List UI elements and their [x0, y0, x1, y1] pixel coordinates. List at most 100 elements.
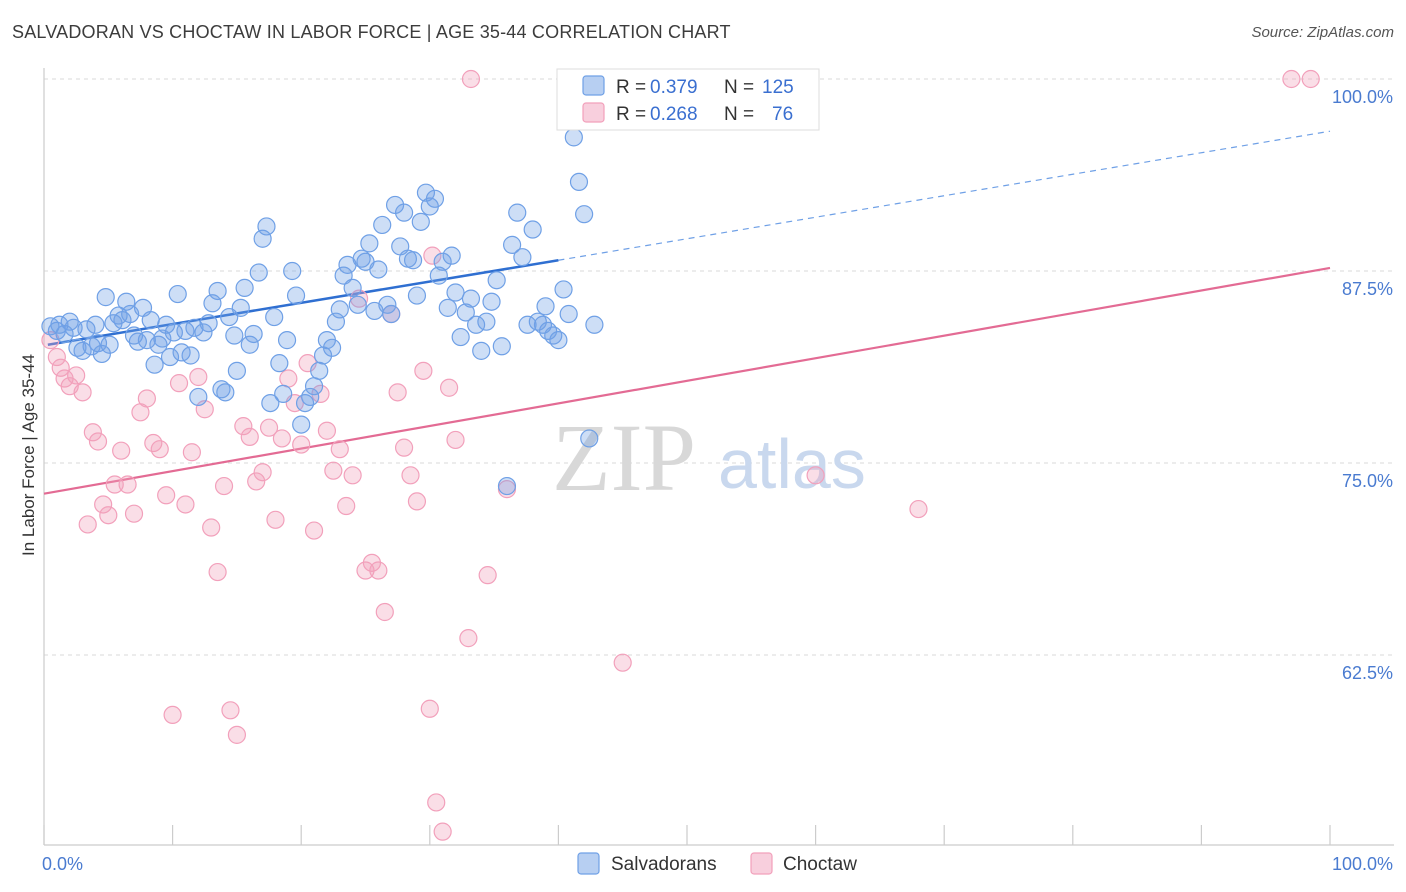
- y-tick-labels: 100.0% 87.5% 75.0% 62.5%: [1332, 87, 1393, 683]
- choctaw-point: [1301, 69, 1320, 89]
- watermark: ZIP atlas: [552, 404, 866, 511]
- salvadoran-point: [157, 315, 176, 334]
- salvadoran-point: [92, 344, 111, 364]
- choctaw-point: [214, 476, 234, 496]
- salvadoran-point: [77, 320, 96, 339]
- salvadoran-point: [231, 298, 250, 317]
- salvadoran-point: [73, 341, 92, 360]
- salvadoran-point: [68, 338, 87, 357]
- salvadoran-point: [523, 220, 542, 239]
- salvadoran-point: [528, 312, 547, 331]
- salvadoran-point: [240, 335, 259, 354]
- salvadoran-point: [208, 281, 227, 301]
- choctaw-point: [349, 289, 369, 308]
- x-tick-labels: 0.0% 100.0%: [42, 854, 1393, 874]
- salvadoran-point: [378, 295, 397, 314]
- salvadoran-point: [580, 429, 599, 448]
- salvadoran-point: [257, 217, 276, 236]
- chart-title: SALVADORAN VS CHOCTAW IN LABOR FORCE | A…: [12, 22, 731, 42]
- legend-n-value: 76: [772, 104, 793, 125]
- salvadoran-point: [382, 304, 401, 324]
- choctaw-point: [324, 461, 343, 480]
- choctaw-point: [369, 561, 388, 580]
- choctaw-point: [176, 495, 195, 514]
- salvadoran-point: [265, 307, 284, 327]
- choctaw-point: [67, 366, 86, 385]
- salvadoran-point: [100, 335, 119, 354]
- salvadoran-point: [585, 315, 604, 334]
- salvadoran-point: [403, 251, 423, 270]
- choctaw-point: [78, 515, 97, 534]
- choctaw-trend-line: [43, 266, 1331, 495]
- salvadoran-point: [425, 189, 445, 208]
- choctaw-point: [169, 374, 189, 393]
- salvadoran-point: [96, 288, 115, 307]
- choctaw-point: [433, 822, 452, 841]
- salvadoran-point: [283, 261, 302, 281]
- choctaw-point: [227, 725, 246, 744]
- choctaw-point: [272, 429, 292, 448]
- salvadoran-point: [503, 235, 522, 254]
- salvadoran-point: [394, 203, 414, 222]
- x-tick-label: 100.0%: [1332, 854, 1393, 874]
- choctaw-points: [41, 69, 1320, 841]
- choctaw-point: [446, 430, 465, 450]
- salvadoran-point: [536, 297, 555, 316]
- salvadoran-point: [292, 415, 311, 434]
- choctaw-point: [375, 602, 394, 622]
- salvadoran-point: [286, 286, 306, 305]
- choctaw-point: [909, 499, 928, 519]
- choctaw-point: [221, 701, 240, 720]
- salvadoran-point: [86, 315, 105, 334]
- salvadoran-point: [168, 284, 187, 304]
- salvadoran-point: [472, 341, 491, 360]
- choctaw-point: [259, 418, 279, 437]
- legend-r-label: R =: [616, 77, 646, 98]
- choctaw-point: [253, 463, 272, 482]
- gridlines: [44, 78, 1394, 656]
- choctaw-point: [99, 506, 118, 525]
- salvadoran-point: [348, 295, 367, 314]
- bottom-legend-swatch-choctaw: [750, 852, 773, 875]
- salvadoran-point: [227, 361, 246, 380]
- choctaw-point: [401, 466, 420, 485]
- salvadoran-point: [411, 212, 430, 231]
- salvadoran-point: [261, 393, 280, 413]
- salvadoran-point: [274, 384, 293, 403]
- salvadoran-point: [373, 215, 392, 235]
- salvadoran-point: [50, 315, 69, 334]
- choctaw-point: [394, 438, 414, 457]
- choctaw-point: [83, 423, 102, 442]
- salvadoran-point: [407, 286, 427, 305]
- salvadoran-point: [322, 338, 342, 357]
- choctaw-point: [420, 699, 439, 718]
- y-tick-label: 100.0%: [1332, 87, 1393, 107]
- salvadoran-point: [235, 278, 254, 297]
- choctaw-point: [234, 417, 253, 436]
- salvadoran-point: [164, 323, 183, 342]
- choctaw-point: [157, 486, 176, 505]
- choctaw-point: [439, 378, 459, 397]
- choctaw-point: [94, 495, 113, 514]
- choctaw-point: [478, 566, 497, 585]
- choctaw-point: [279, 369, 298, 388]
- salvadoran-point: [185, 318, 204, 337]
- salvadoran-point: [88, 334, 108, 353]
- choctaw-point: [182, 443, 201, 462]
- salvadoran-point: [244, 324, 263, 344]
- legend-r-value: 0.379: [650, 77, 698, 98]
- y-tick-label: 75.0%: [1342, 471, 1393, 491]
- choctaw-point: [427, 793, 446, 812]
- choctaw-point: [337, 496, 356, 516]
- salvadoran-point: [181, 346, 200, 365]
- choctaw-point: [317, 421, 337, 440]
- choctaw-point: [414, 361, 433, 380]
- legend-n-label: N =: [724, 104, 754, 125]
- salvadoran-point: [466, 315, 486, 334]
- legend-r-value: 0.268: [650, 104, 698, 125]
- bottom-legend-label: Choctaw: [783, 854, 857, 875]
- salvadoran-point: [461, 289, 481, 308]
- source-credit: Source: ZipAtlas.com: [1251, 24, 1394, 41]
- salvadoran-point: [141, 311, 160, 330]
- choctaw-point: [461, 69, 481, 89]
